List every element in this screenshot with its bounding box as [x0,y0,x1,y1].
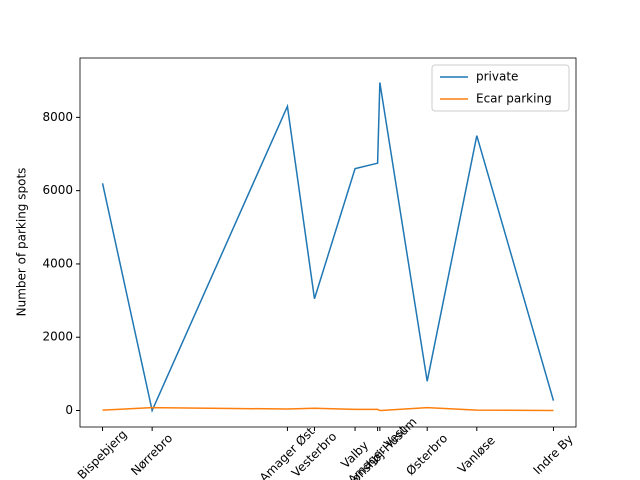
y-tick-label: 6000 [42,183,73,197]
series-line [101,82,555,413]
legend-label: private [476,70,518,84]
y-tick-label: 4000 [42,256,73,270]
plot-frame [79,57,577,428]
series-line [102,406,554,412]
y-tick-label: 0 [65,403,73,417]
y-tick-label: 2000 [42,330,73,344]
legend-label: Ecar parking [476,92,552,106]
x-tick-label: Nørrebro [128,431,175,478]
x-tick-label: Indre By [530,432,575,477]
y-axis-label: Number of parking spots [15,168,29,317]
x-tick-label: Østerbro [403,431,450,478]
y-tick-label: 8000 [42,110,73,124]
x-tick-label: Bispebjerg [75,427,130,480]
x-tick-label: Vanløse [455,433,498,476]
